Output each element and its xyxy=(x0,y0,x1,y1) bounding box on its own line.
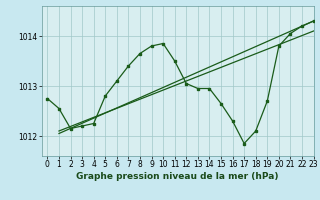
X-axis label: Graphe pression niveau de la mer (hPa): Graphe pression niveau de la mer (hPa) xyxy=(76,172,279,181)
